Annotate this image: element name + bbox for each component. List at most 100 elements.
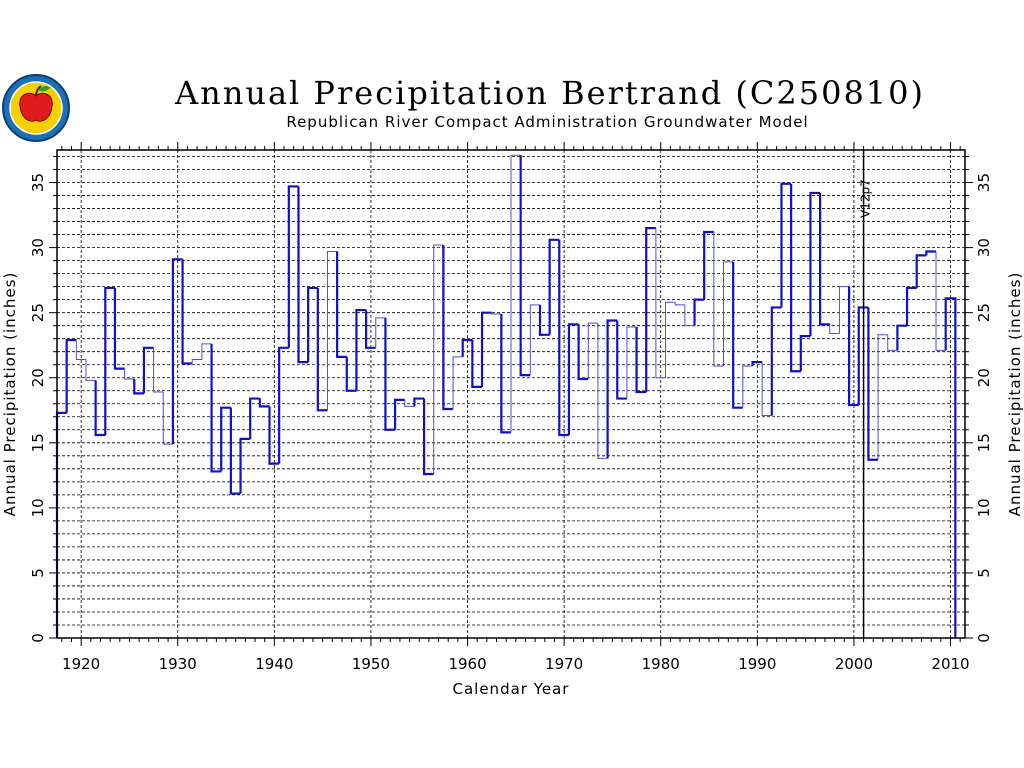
step-segment-1936: [229, 407, 241, 495]
plot-frame: [56, 149, 966, 639]
step-segment-2005: [896, 324, 908, 351]
step-segment-1941: [278, 346, 289, 464]
apple-logo-seal: [2, 74, 70, 142]
step-segment-1944: [307, 286, 318, 363]
x-tick-label: 1980: [642, 655, 680, 673]
step-segment-1960: [461, 338, 473, 357]
tick-layer: 1920 1930 1940 1950 1960 1970 1980 1990 2000 2010…: [29, 142, 993, 673]
step-segment-1939: [258, 398, 270, 408]
annotation-layer: V12p7: [859, 150, 873, 638]
step-segment-1947: [336, 251, 347, 359]
step-segment-2003: [877, 334, 888, 460]
y-tick-label-right: 5: [975, 568, 993, 578]
y-tick-label-left: 25: [29, 303, 47, 322]
step-segment-1991: [761, 362, 772, 416]
y-tick-label-left: 30: [29, 238, 47, 257]
step-segment-1976: [616, 320, 627, 400]
step-segment-1968: [538, 304, 550, 336]
step-segment-1982: [674, 302, 685, 306]
y-tick-label-right: 10: [975, 498, 993, 517]
step-segment-1932: [191, 359, 202, 364]
step-segment-1938: [249, 397, 260, 439]
grid-layer: [57, 150, 965, 638]
step-segment-1922: [94, 380, 106, 437]
step-segment-1993: [780, 182, 792, 308]
step-segment-1961: [471, 339, 483, 388]
step-segment-1934: [210, 343, 222, 473]
step-segment-1978: [635, 326, 647, 394]
step-segment-1948: [345, 356, 357, 392]
step-segment-1919: [65, 338, 77, 413]
step-segment-1990: [751, 361, 763, 367]
x-tick-label: 1990: [738, 655, 776, 673]
step-segment-2006: [905, 286, 917, 326]
step-segment-1973: [587, 322, 598, 380]
x-tick-label: 1970: [545, 655, 583, 673]
step-segment-1967: [529, 304, 540, 376]
step-segment-1924: [113, 287, 125, 370]
step-segment-2009: [935, 251, 946, 351]
step-segment-1979: [645, 226, 656, 393]
step-segment-1988: [732, 261, 743, 409]
step-segment-1935: [220, 406, 231, 472]
step-segment-1964: [500, 313, 511, 434]
step-segment-1930: [171, 258, 183, 445]
step-segment-1921: [85, 359, 96, 381]
y-tick-label-right: 25: [975, 303, 993, 322]
x-tick-label: 1940: [255, 655, 293, 673]
y-tick-label-right: 30: [975, 238, 993, 257]
step-segment-1918: [55, 411, 67, 638]
y-tick-label-left: 10: [29, 498, 47, 517]
step-segment-1998: [829, 324, 840, 334]
step-segment-1975: [606, 319, 618, 459]
step-segment-1929: [162, 392, 173, 445]
step-segment-1999: [838, 286, 850, 334]
step-segment-1962: [480, 311, 492, 387]
step-segment-1997: [819, 192, 830, 326]
y-tick-label-right: 35: [975, 173, 993, 192]
step-segment-1942: [287, 185, 299, 348]
step-segment-1980: [655, 228, 666, 379]
y-axis-title-right: Annual Precipitation (inches): [1006, 272, 1024, 517]
step-segment-1920: [75, 339, 86, 361]
x-tick-label: 2010: [931, 655, 969, 673]
step-segment-1925: [124, 368, 135, 380]
step-segment-2002: [867, 307, 879, 461]
annotation-label: V12p7: [859, 179, 873, 218]
y-tick-label-right: 15: [975, 433, 993, 452]
x-tick-label: 1950: [352, 655, 390, 673]
series-layer: [55, 154, 957, 638]
step-segment-1952: [384, 317, 396, 431]
y-tick-label-left: 15: [29, 433, 47, 452]
step-segment-1971: [567, 323, 579, 435]
y-tick-label-left: 35: [29, 173, 47, 192]
step-segment-1923: [104, 286, 115, 435]
step-segment-1933: [201, 343, 212, 360]
step-segment-1926: [133, 379, 144, 395]
step-segment-2008: [925, 250, 937, 256]
step-segment-1958: [442, 244, 454, 411]
step-segment-1945: [316, 287, 328, 412]
x-axis-title: Calendar Year: [453, 680, 570, 698]
step-segment-2007: [915, 254, 927, 288]
step-segment-1972: [577, 324, 589, 381]
chart-subtitle: Republican River Compact Administration …: [286, 113, 809, 131]
step-segment-1950: [365, 310, 376, 349]
step-segment-1963: [491, 312, 502, 315]
step-segment-1949: [355, 308, 367, 391]
step-segment-1946: [326, 251, 338, 411]
x-tick-label: 2000: [835, 655, 873, 673]
step-segment-1959: [452, 356, 463, 409]
step-segment-1981: [665, 301, 676, 378]
step-segment-1977: [626, 326, 637, 399]
step-segment-1992: [770, 306, 782, 416]
step-segment-1969: [548, 238, 560, 335]
step-segment-1965: [510, 154, 521, 433]
step-segment-1987: [723, 261, 734, 367]
step-segment-1937: [239, 437, 251, 494]
step-segment-1966: [519, 155, 531, 377]
y-tick-label-left: 5: [29, 568, 47, 578]
y-tick-label-right: 20: [975, 368, 993, 387]
step-segment-1970: [558, 239, 569, 437]
y-axis-title-left: Annual Precipitation (inches): [1, 272, 19, 517]
